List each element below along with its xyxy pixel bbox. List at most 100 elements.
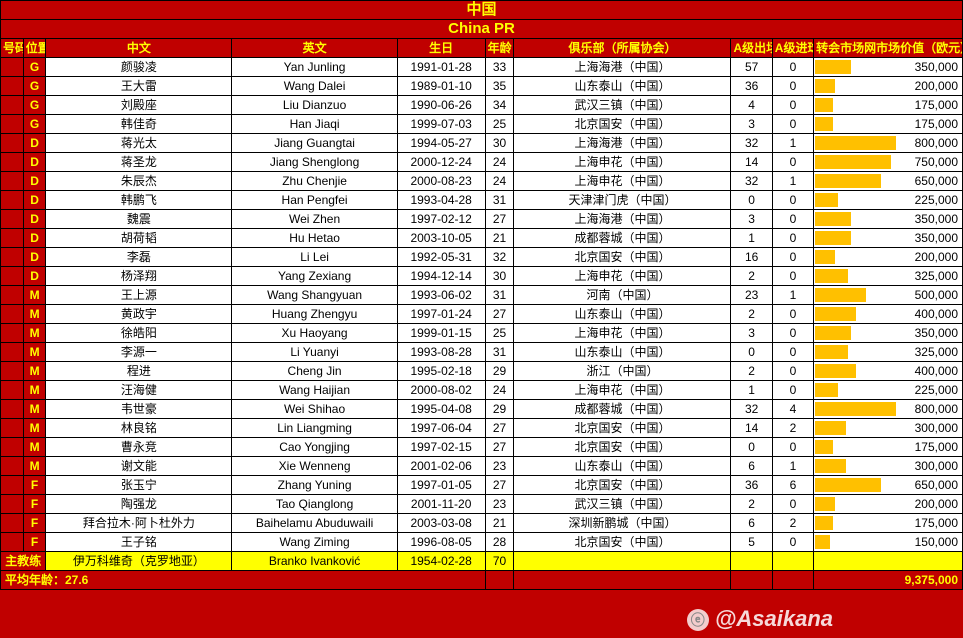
cell-club: 上海申花（中国） xyxy=(514,381,731,400)
cell-name-en: Li Yuanyi xyxy=(232,343,397,362)
cell-name-cn: 颜骏凌 xyxy=(46,58,232,77)
cell-name-cn: 黄政宇 xyxy=(46,305,232,324)
cell-club: 北京国安（中国） xyxy=(514,438,731,457)
cell-caps: 3 xyxy=(731,210,772,229)
cell-dob: 2003-03-08 xyxy=(397,514,485,533)
cell-name-en: Wang Haijian xyxy=(232,381,397,400)
cell-name-cn: 杨泽翔 xyxy=(46,267,232,286)
cell-pos: F xyxy=(23,495,46,514)
cell-dob: 1993-04-28 xyxy=(397,191,485,210)
cell-num xyxy=(1,267,24,286)
cell-caps: 3 xyxy=(731,324,772,343)
cell-pos: M xyxy=(23,324,46,343)
cell-age: 34 xyxy=(485,96,514,115)
cell-dob: 1994-05-27 xyxy=(397,134,485,153)
table-row: M黄政宇Huang Zhengyu1997-01-2427山东泰山（中国）204… xyxy=(1,305,963,324)
cell-value: 175,000 xyxy=(814,438,963,457)
table-row: D胡荷韬Hu Hetao2003-10-0521成都蓉城（中国）10350,00… xyxy=(1,229,963,248)
roster-table: 中国 China PR 号码 位置 中文 英文 生日 年龄 俱乐部（所属协会） … xyxy=(0,0,963,590)
cell-caps: 16 xyxy=(731,248,772,267)
cell-name-cn: 刘殿座 xyxy=(46,96,232,115)
cell-value: 200,000 xyxy=(814,495,963,514)
avg-age: 平均年龄：27.6 xyxy=(1,571,486,590)
cell-value: 200,000 xyxy=(814,248,963,267)
cell-name-cn: 朱辰杰 xyxy=(46,172,232,191)
cell-caps: 0 xyxy=(731,438,772,457)
cell-club: 上海海港（中国） xyxy=(514,134,731,153)
cell-club: 山东泰山（中国） xyxy=(514,457,731,476)
cell-age: 27 xyxy=(485,476,514,495)
cell-num xyxy=(1,362,24,381)
cell-club: 山东泰山（中国） xyxy=(514,343,731,362)
cell-name-cn: 蒋光太 xyxy=(46,134,232,153)
cell-value: 500,000 xyxy=(814,286,963,305)
cell-value: 800,000 xyxy=(814,134,963,153)
cell-club: 上海海港（中国） xyxy=(514,210,731,229)
cell-dob: 1989-01-10 xyxy=(397,77,485,96)
cell-dob: 2001-11-20 xyxy=(397,495,485,514)
cell-goals: 0 xyxy=(772,267,813,286)
cell-name-en: Zhang Yuning xyxy=(232,476,397,495)
cell-name-en: Lin Liangming xyxy=(232,419,397,438)
value-bar xyxy=(815,345,848,359)
cell-caps: 3 xyxy=(731,115,772,134)
cell-caps: 32 xyxy=(731,134,772,153)
cell-name-en: Yan Junling xyxy=(232,58,397,77)
cell-pos: D xyxy=(23,229,46,248)
cell-club: 武汉三镇（中国） xyxy=(514,495,731,514)
cell-dob: 2000-08-23 xyxy=(397,172,485,191)
col-pos: 位置 xyxy=(23,39,46,58)
cell-value: 350,000 xyxy=(814,58,963,77)
cell-pos: D xyxy=(23,134,46,153)
cell-value: 400,000 xyxy=(814,305,963,324)
table-row: D蒋圣龙Jiang Shenglong2000-12-2424上海申花（中国）1… xyxy=(1,153,963,172)
cell-pos: D xyxy=(23,267,46,286)
cell-value: 300,000 xyxy=(814,457,963,476)
cell-goals: 0 xyxy=(772,248,813,267)
cell-goals: 2 xyxy=(772,419,813,438)
value-bar xyxy=(815,440,833,454)
cell-name-en: Cao Yongjing xyxy=(232,438,397,457)
cell-goals: 2 xyxy=(772,514,813,533)
cell-num xyxy=(1,343,24,362)
table-row: M林良铭Lin Liangming1997-06-0427北京国安（中国）142… xyxy=(1,419,963,438)
cell-name-cn: 胡荷韬 xyxy=(46,229,232,248)
value-bar xyxy=(815,155,891,169)
cell-age: 33 xyxy=(485,58,514,77)
cell-goals: 0 xyxy=(772,210,813,229)
cell-num xyxy=(1,533,24,552)
cell-caps: 32 xyxy=(731,172,772,191)
table-row: M谢文能Xie Wenneng2001-02-0623山东泰山（中国）61300… xyxy=(1,457,963,476)
table-row: G颜骏凌Yan Junling1991-01-2833上海海港（中国）57035… xyxy=(1,58,963,77)
cell-pos: D xyxy=(23,172,46,191)
table-row: F陶强龙Tao Qianglong2001-11-2023武汉三镇（中国）202… xyxy=(1,495,963,514)
cell-club: 北京国安（中国） xyxy=(514,533,731,552)
cell-caps: 36 xyxy=(731,476,772,495)
value-bar xyxy=(815,307,856,321)
cell-goals: 0 xyxy=(772,533,813,552)
cell-club: 成都蓉城（中国） xyxy=(514,229,731,248)
cell-num xyxy=(1,58,24,77)
cell-dob: 1997-06-04 xyxy=(397,419,485,438)
cell-name-en: Cheng Jin xyxy=(232,362,397,381)
cell-value: 225,000 xyxy=(814,191,963,210)
cell-age: 29 xyxy=(485,362,514,381)
cell-num xyxy=(1,77,24,96)
cell-name-en: Liu Dianzuo xyxy=(232,96,397,115)
table-row: M徐皓阳Xu Haoyang1999-01-1525上海申花（中国）30350,… xyxy=(1,324,963,343)
header-row: 号码 位置 中文 英文 生日 年龄 俱乐部（所属协会） A级出场 A级进球 转会… xyxy=(1,39,963,58)
col-value: 转会市场网市场价值（欧元） xyxy=(814,39,963,58)
cell-caps: 6 xyxy=(731,457,772,476)
coach-age: 70 xyxy=(485,552,514,571)
cell-pos: G xyxy=(23,58,46,77)
cell-goals: 0 xyxy=(772,305,813,324)
cell-pos: M xyxy=(23,362,46,381)
cell-age: 31 xyxy=(485,286,514,305)
cell-age: 35 xyxy=(485,77,514,96)
cell-name-en: Jiang Shenglong xyxy=(232,153,397,172)
cell-num xyxy=(1,134,24,153)
value-bar xyxy=(815,269,848,283)
table-row: G王大雷Wang Dalei1989-01-1035山东泰山（中国）360200… xyxy=(1,77,963,96)
cell-caps: 0 xyxy=(731,343,772,362)
cell-age: 23 xyxy=(485,457,514,476)
